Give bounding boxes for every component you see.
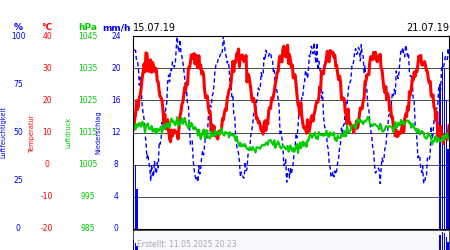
Bar	[444, 68, 446, 229]
Text: 15.07.19: 15.07.19	[133, 23, 176, 33]
Text: Luftdruck: Luftdruck	[65, 117, 72, 148]
Text: 8: 8	[114, 160, 118, 169]
Text: Erstellt: 11.05.2025 20:23: Erstellt: 11.05.2025 20:23	[137, 240, 237, 249]
Text: 20: 20	[42, 96, 52, 105]
Text: 1005: 1005	[78, 160, 98, 169]
Bar	[447, 148, 449, 229]
Text: °C: °C	[42, 24, 53, 32]
Text: 20: 20	[111, 64, 121, 73]
Text: 1045: 1045	[78, 32, 98, 41]
Bar	[441, 232, 443, 250]
Text: 0: 0	[16, 224, 20, 233]
Bar	[136, 189, 138, 229]
Text: 40: 40	[42, 32, 52, 41]
Text: Niederschlag: Niederschlag	[95, 111, 101, 154]
Text: 985: 985	[81, 224, 95, 233]
Text: 1035: 1035	[78, 64, 98, 73]
Bar	[133, 240, 135, 250]
Text: 4: 4	[114, 192, 118, 201]
Bar	[135, 164, 136, 229]
Text: hPa: hPa	[78, 24, 97, 32]
Bar	[441, 52, 443, 229]
Text: Luftfeuchtigkeit: Luftfeuchtigkeit	[0, 106, 6, 158]
Bar	[135, 243, 136, 250]
Bar	[136, 246, 138, 250]
Text: -10: -10	[41, 192, 54, 201]
Text: 1025: 1025	[78, 96, 97, 105]
Text: -20: -20	[41, 224, 54, 233]
Text: 16: 16	[111, 96, 121, 105]
Text: 10: 10	[42, 128, 52, 137]
Text: 995: 995	[81, 192, 95, 201]
Bar	[446, 237, 447, 250]
Bar	[439, 235, 441, 250]
Text: %: %	[14, 24, 22, 32]
Text: 24: 24	[111, 32, 121, 41]
Text: 75: 75	[13, 80, 23, 89]
Text: Temperatur: Temperatur	[28, 113, 35, 152]
Text: 21.07.19: 21.07.19	[406, 23, 449, 33]
Text: 1015: 1015	[78, 128, 97, 137]
Text: 0: 0	[45, 160, 50, 169]
Bar	[444, 233, 446, 250]
Bar	[439, 84, 441, 229]
Text: mm/h: mm/h	[102, 24, 130, 32]
Bar	[133, 132, 135, 229]
Bar	[447, 242, 449, 250]
Text: 50: 50	[13, 128, 23, 137]
Text: 25: 25	[13, 176, 23, 185]
Text: 12: 12	[111, 128, 121, 137]
Text: 0: 0	[114, 224, 118, 233]
Text: 100: 100	[11, 32, 25, 41]
Bar	[446, 100, 447, 229]
Text: 30: 30	[42, 64, 52, 73]
